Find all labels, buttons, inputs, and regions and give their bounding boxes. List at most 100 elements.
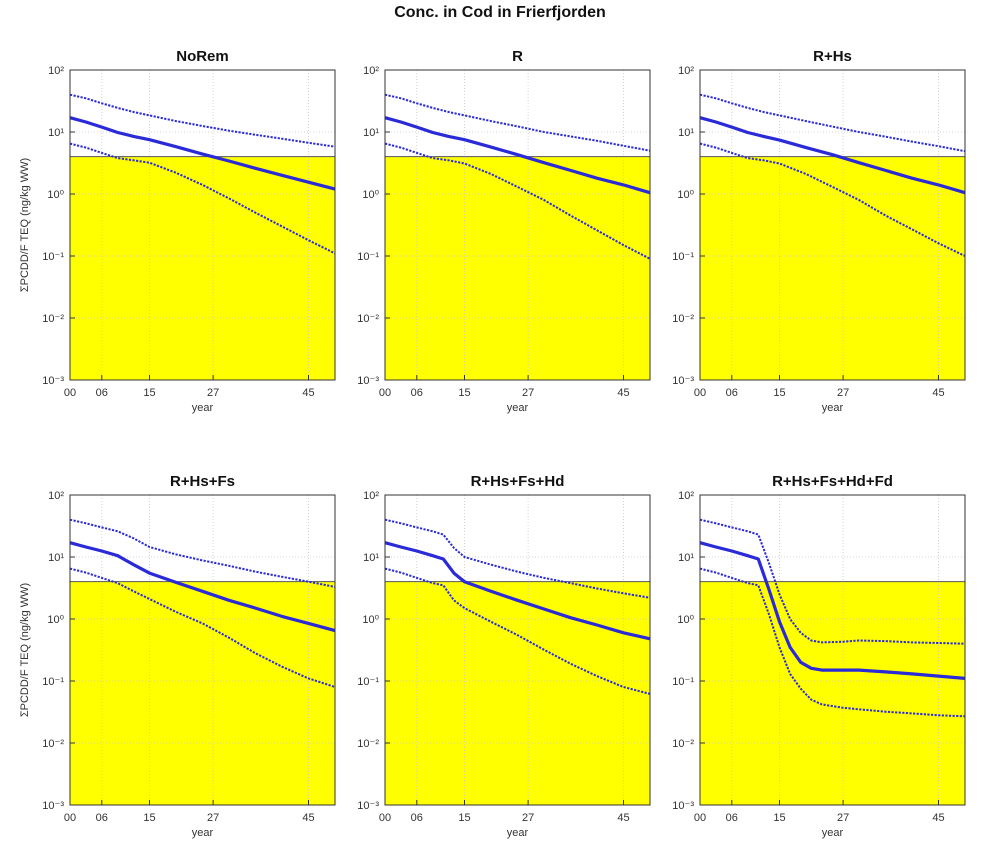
- threshold-region: [385, 581, 650, 805]
- panel-4: 10⁻³ 10⁻² 10⁻¹ 10⁰ 10¹ 10² 00 06 15 27 45 R+Hs+Fs ye…: [19, 473, 336, 839]
- x-tick-label: 27: [522, 812, 534, 824]
- x-tick-label: 06: [411, 387, 423, 399]
- x-tick-label: 27: [522, 387, 534, 399]
- y-tick-label: 10²: [678, 490, 694, 502]
- series-line-3: [699, 567, 966, 718]
- x-tick-label: 15: [773, 387, 785, 399]
- panel-3: 10⁻³ 10⁻² 10⁻¹ 10⁰ 10¹ 10² 00 06 15 27 45 R+Hs year: [672, 48, 966, 414]
- x-axis-label: year: [507, 402, 529, 414]
- x-tick-label: 00: [379, 812, 391, 824]
- y-tick-label: 10⁻³: [357, 375, 379, 387]
- y-tick-label: 10¹: [363, 127, 379, 139]
- x-tick-label: 27: [207, 812, 219, 824]
- axes-frame: [69, 69, 336, 381]
- y-tick-label: 10²: [48, 490, 64, 502]
- panel-5: 10⁻³ 10⁻² 10⁻¹ 10⁰ 10¹ 10² 00 06 15 27 45 R+Hs+Fs+H…: [357, 473, 651, 839]
- x-tick-label: 00: [694, 387, 706, 399]
- y-tick-label: 10¹: [363, 552, 379, 564]
- y-axis-label: ΣPCDD/F TEQ (ng/kg WW): [19, 158, 31, 292]
- series-line-2: [69, 541, 336, 633]
- y-tick-label: 10⁻²: [42, 313, 64, 325]
- x-tick-label: 15: [458, 387, 470, 399]
- x-tick-label: 27: [207, 387, 219, 399]
- x-tick-label: 45: [617, 812, 629, 824]
- panel-title: R+Hs+Fs+Hd: [471, 473, 565, 490]
- y-tick-label: 10⁻²: [42, 738, 64, 750]
- series-line-1: [384, 518, 651, 599]
- x-tick-label: 45: [617, 387, 629, 399]
- series-line-1: [384, 93, 651, 152]
- series-line-1: [69, 93, 336, 148]
- figure-title: Conc. in Cod in Frierfjorden: [394, 4, 606, 21]
- series-line-2: [699, 541, 966, 680]
- series-line-2: [699, 116, 966, 195]
- y-tick-label: 10¹: [678, 127, 694, 139]
- y-tick-label: 10⁻²: [672, 313, 694, 325]
- y-tick-label: 10⁰: [47, 189, 64, 201]
- x-tick-label: 45: [932, 812, 944, 824]
- y-tick-label: 10⁻¹: [672, 676, 694, 688]
- axes-frame: [699, 69, 966, 381]
- x-tick-label: 06: [726, 387, 738, 399]
- x-axis-label: year: [192, 402, 214, 414]
- series-line-3: [384, 142, 651, 260]
- axes-frame: [69, 494, 336, 806]
- y-tick-label: 10²: [678, 65, 694, 77]
- panel-1: 10⁻³ 10⁻² 10⁻¹ 10⁰ 10¹ 10² 00 06 15 27 45 NoRem year…: [19, 48, 336, 414]
- series-line-2: [69, 116, 336, 191]
- y-tick-label: 10⁰: [47, 614, 64, 626]
- x-axis-label: year: [192, 827, 214, 839]
- series-line-2: [384, 116, 651, 195]
- series-line-1: [699, 518, 966, 645]
- y-tick-label: 10¹: [678, 552, 694, 564]
- x-axis-label: year: [507, 827, 529, 839]
- panel-6: 10⁻³ 10⁻² 10⁻¹ 10⁰ 10¹ 10² 00 06 15 27 45 R+Hs+Fs+H…: [672, 473, 966, 839]
- x-tick-label: 27: [837, 387, 849, 399]
- y-tick-label: 10⁻³: [42, 800, 64, 812]
- series-line-2: [384, 541, 651, 641]
- y-tick-label: 10²: [48, 65, 64, 77]
- y-tick-label: 10⁻³: [357, 800, 379, 812]
- y-tick-label: 10⁻³: [42, 375, 64, 387]
- series-line-3: [69, 567, 336, 688]
- y-tick-label: 10⁻²: [672, 738, 694, 750]
- x-tick-label: 00: [379, 387, 391, 399]
- x-tick-label: 06: [411, 812, 423, 824]
- axes-frame: [384, 494, 651, 806]
- series-line-3: [699, 142, 966, 257]
- axes-frame: [384, 69, 651, 381]
- x-tick-label: 45: [302, 387, 314, 399]
- y-tick-label: 10⁻³: [672, 800, 694, 812]
- x-tick-label: 15: [143, 812, 155, 824]
- series-line-1: [699, 93, 966, 153]
- threshold-region: [700, 581, 965, 805]
- y-tick-label: 10⁰: [677, 189, 694, 201]
- panel-title: R+Hs+Fs: [170, 473, 235, 490]
- y-tick-label: 10²: [363, 490, 379, 502]
- panel-title: R: [512, 48, 523, 65]
- series-line-1: [69, 518, 336, 588]
- x-tick-label: 15: [458, 812, 470, 824]
- y-tick-label: 10⁰: [677, 614, 694, 626]
- panel-title: NoRem: [176, 48, 229, 65]
- y-tick-label: 10⁻¹: [357, 676, 379, 688]
- y-tick-label: 10⁰: [362, 614, 379, 626]
- y-tick-label: 10⁻¹: [672, 251, 694, 263]
- x-tick-label: 15: [773, 812, 785, 824]
- y-tick-label: 10⁻³: [672, 375, 694, 387]
- x-tick-label: 06: [96, 387, 108, 399]
- threshold-region: [70, 581, 335, 805]
- y-tick-label: 10²: [363, 65, 379, 77]
- axes-frame: [699, 494, 966, 806]
- x-tick-label: 06: [726, 812, 738, 824]
- x-tick-label: 15: [143, 387, 155, 399]
- x-tick-label: 45: [302, 812, 314, 824]
- y-axis-label: ΣPCDD/F TEQ (ng/kg WW): [19, 583, 31, 717]
- panel-title: R+Hs: [813, 48, 852, 65]
- x-tick-label: 27: [837, 812, 849, 824]
- panel-title: R+Hs+Fs+Hd+Fd: [772, 473, 893, 490]
- x-tick-label: 45: [932, 387, 944, 399]
- threshold-region: [700, 156, 965, 380]
